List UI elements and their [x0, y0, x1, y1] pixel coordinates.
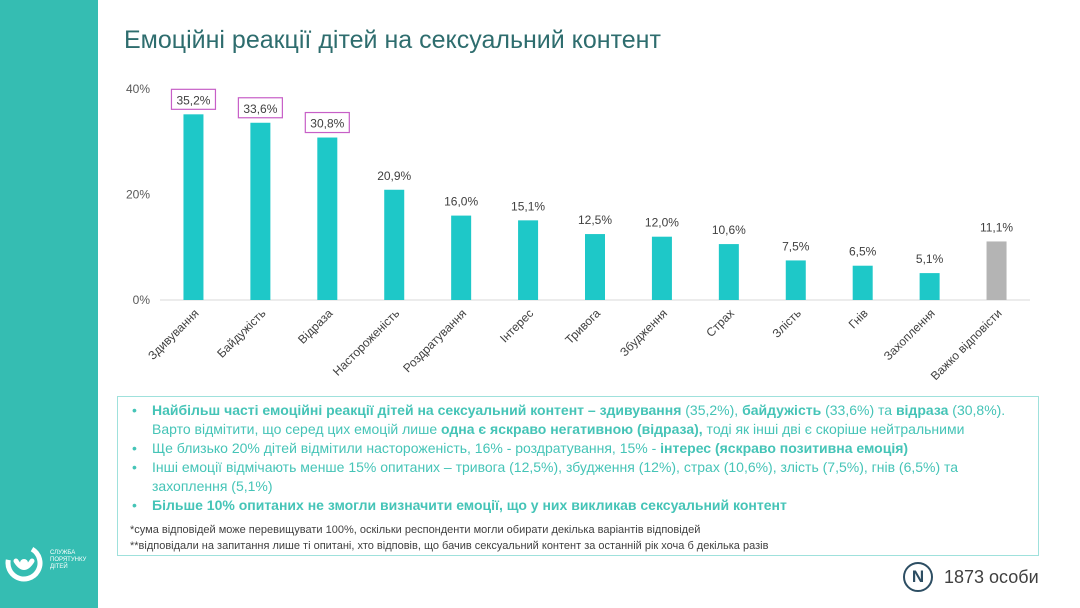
bar — [986, 241, 1007, 300]
summary-box: Найбільш часті емоційні реакції дітей на… — [117, 396, 1039, 556]
bar — [183, 114, 204, 300]
summary-bullet: Ще близько 20% дітей відмітили настороже… — [128, 439, 1028, 458]
bar — [250, 122, 271, 300]
bar — [585, 234, 605, 300]
summary-bullet: Більше 10% опитаних не змогли визначити … — [128, 496, 1028, 515]
bar — [451, 215, 472, 300]
bar — [919, 273, 940, 300]
x-tick-label: Роздратування — [400, 306, 469, 375]
bar — [518, 220, 539, 300]
x-tick-label: Здивування — [145, 306, 201, 362]
highlight-box — [170, 88, 217, 110]
data-label: 10,6% — [712, 223, 746, 237]
data-label: 12,0% — [645, 216, 679, 230]
summary-list: Найбільш часті емоційні реакції дітей на… — [128, 401, 1028, 515]
logo-text: СЛУЖБА ПОРЯТУНКУ ДІТЕЙ — [50, 550, 87, 570]
logo: СЛУЖБА ПОРЯТУНКУ ДІТЕЙ — [5, 544, 97, 584]
footnote: *сума відповідей може перевищувати 100%,… — [130, 524, 701, 536]
x-tick-label: Відраза — [295, 306, 336, 347]
x-tick-label: Тривога — [562, 306, 603, 347]
y-tick-label: 0% — [133, 293, 151, 307]
data-label: 33,6% — [243, 102, 277, 116]
bar — [785, 260, 806, 300]
data-label: 30,8% — [310, 117, 344, 131]
highlight-box — [237, 97, 283, 119]
data-label: 35,2% — [176, 93, 210, 107]
page-title: Емоційні реакції дітей на сексуальний ко… — [124, 26, 661, 54]
data-label: 12,5% — [578, 213, 612, 227]
bar — [852, 265, 873, 300]
y-tick-label: 20% — [126, 188, 150, 202]
footnote: **відповідали на запитання лише ті опита… — [130, 540, 769, 552]
x-tick-label: Важко відповісти — [928, 306, 1005, 383]
data-label: 11,1% — [980, 220, 1013, 234]
data-label: 6,5% — [849, 245, 877, 259]
data-label: 5,1% — [916, 252, 944, 266]
x-tick-label: Гнів — [846, 306, 871, 331]
bar-chart: 0% 20% 40% 35,2% Здивування 33,6% Байдужість 30… — [126, 82, 1030, 383]
summary-bullet: Найбільш часті емоційні реакції дітей на… — [128, 401, 1028, 439]
x-tick-label: Захоплення — [881, 306, 938, 363]
left-sidebar: СЛУЖБА ПОРЯТУНКУ ДІТЕЙ — [0, 0, 98, 608]
bar — [651, 236, 672, 300]
sample-size-icon: N — [903, 562, 933, 592]
footnotes: *сума відповідей може перевищувати 100%,… — [128, 522, 1028, 554]
bar — [317, 137, 338, 300]
summary-bullet: Інші емоції відмічають менше 15% опитани… — [128, 458, 1028, 496]
x-tick-label: Байдужість — [214, 306, 268, 360]
x-tick-label: Інтерес — [497, 306, 536, 345]
x-tick-label: Страх — [703, 306, 737, 340]
x-tick-label: Злість — [769, 306, 803, 340]
data-label: 20,9% — [377, 169, 411, 183]
x-tick-label: Настороженість — [330, 306, 402, 378]
bar — [384, 189, 405, 300]
data-label: 7,5% — [782, 239, 810, 253]
x-tick-label: Збудження — [617, 306, 670, 359]
sample-size-text: 1873 особи — [944, 567, 1039, 587]
smile-circle-icon — [5, 544, 43, 582]
data-label: 16,0% — [444, 195, 478, 209]
y-tick-label: 40% — [126, 82, 150, 96]
data-label: 15,1% — [511, 199, 545, 213]
bar — [718, 244, 739, 300]
highlight-box — [304, 111, 350, 134]
